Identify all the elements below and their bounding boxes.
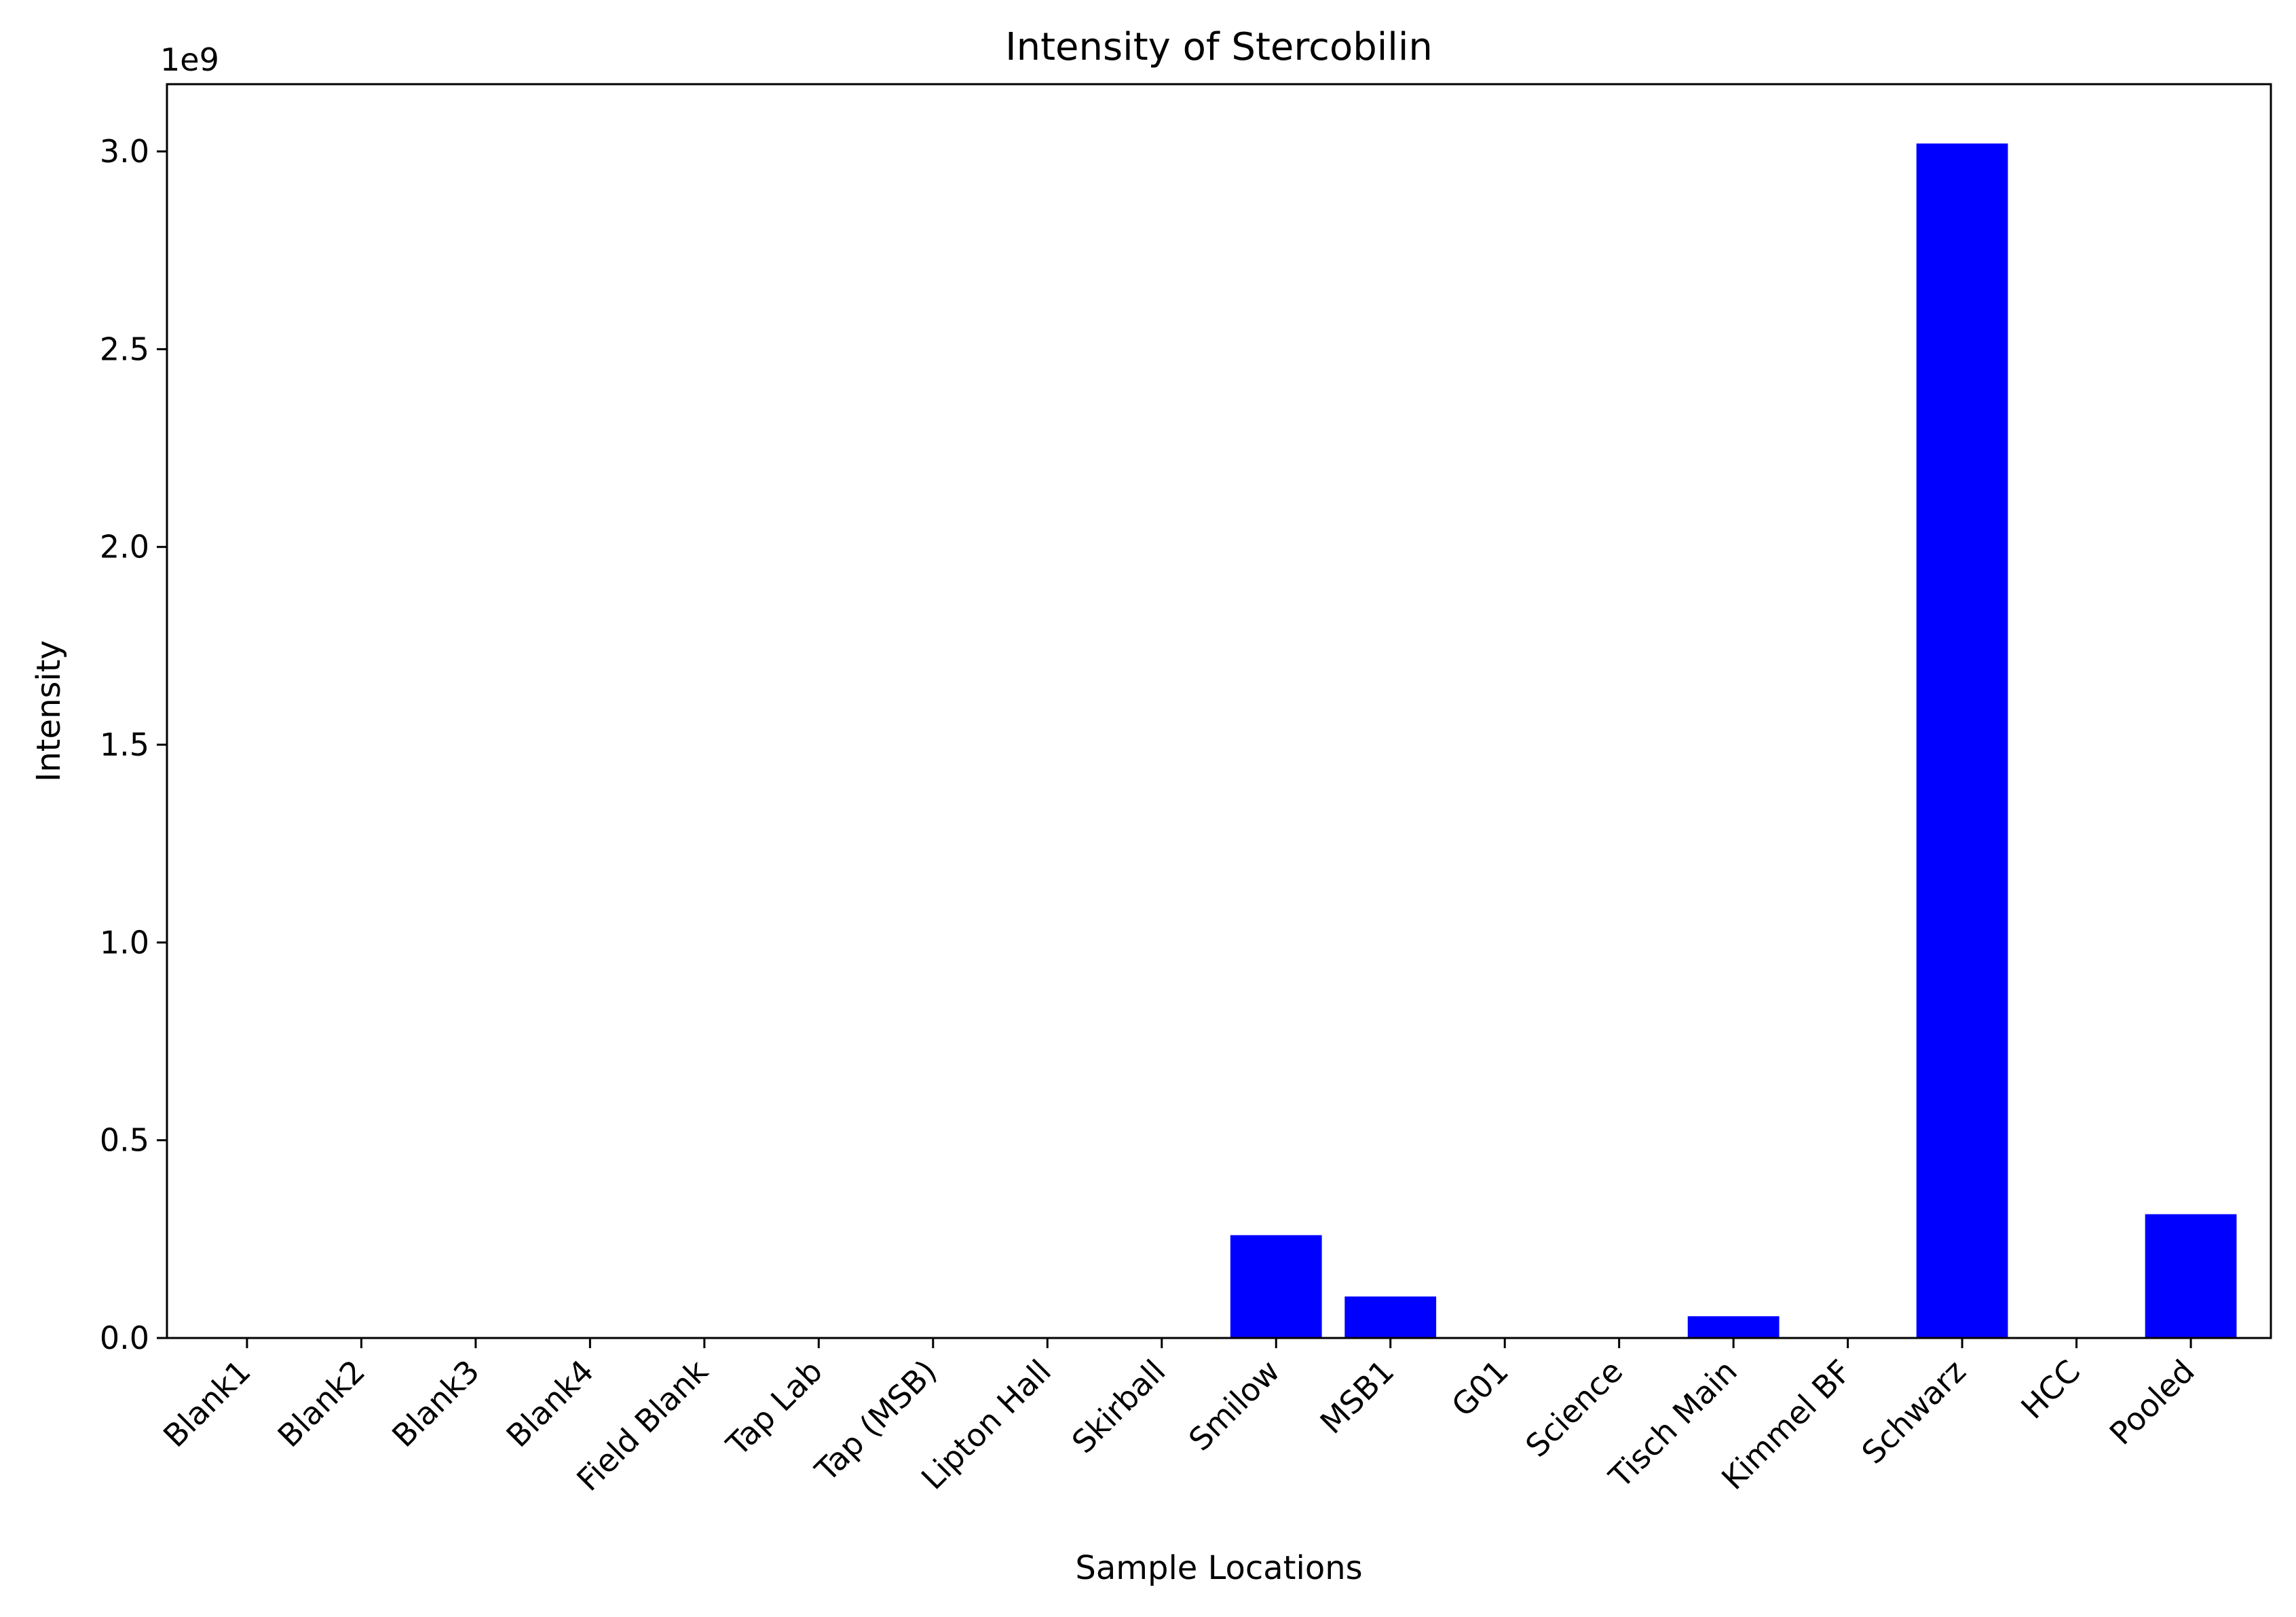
x-tick-label: Pooled	[2103, 1353, 2202, 1452]
bar-schwarz	[1916, 143, 2008, 1339]
x-tick-label: G01	[1444, 1353, 1516, 1424]
bar-pooled	[2145, 1214, 2237, 1338]
x-tick-label: Blank1	[156, 1353, 258, 1455]
plot-frame	[166, 83, 2272, 1339]
x-tick-label: Skirball	[1065, 1353, 1173, 1461]
y-axis-ticks: 0.0 0.5 1.0 1.5 2.0 2.5 3.0	[100, 133, 167, 1356]
bar-smilow	[1230, 1235, 1322, 1338]
x-tick-label: Blank2	[271, 1353, 373, 1455]
x-axis-label: Sample Locations	[1075, 1549, 1362, 1587]
y-tick-label: 3.0	[100, 133, 149, 170]
y-offset-label: 1e9	[160, 41, 219, 78]
y-tick-label: 0.0	[100, 1320, 149, 1356]
y-tick-label: 2.0	[100, 529, 149, 565]
x-tick-label: Tap Lab	[719, 1353, 829, 1464]
bar-msb1	[1344, 1296, 1437, 1338]
x-tick-label: Blank3	[385, 1353, 487, 1455]
chart-title: Intensity of Stercobilin	[1005, 25, 1433, 69]
y-tick-label: 1.5	[100, 726, 149, 763]
x-tick-label: Smilow	[1182, 1353, 1287, 1458]
y-axis-label: Intensity	[30, 640, 68, 782]
x-tick-label: HCC	[2014, 1353, 2087, 1426]
bars	[1230, 143, 2237, 1339]
x-tick-label: MSB1	[1313, 1353, 1401, 1441]
y-tick-label: 0.5	[100, 1122, 149, 1159]
x-tick-label: Science	[1518, 1353, 1630, 1464]
x-tick-label: Schwarz	[1855, 1353, 1973, 1471]
x-tick-label: Blank4	[500, 1353, 601, 1455]
y-tick-label: 2.5	[100, 331, 149, 367]
y-tick-label: 1.0	[100, 924, 149, 961]
bar-tisch-main	[1687, 1316, 1780, 1338]
